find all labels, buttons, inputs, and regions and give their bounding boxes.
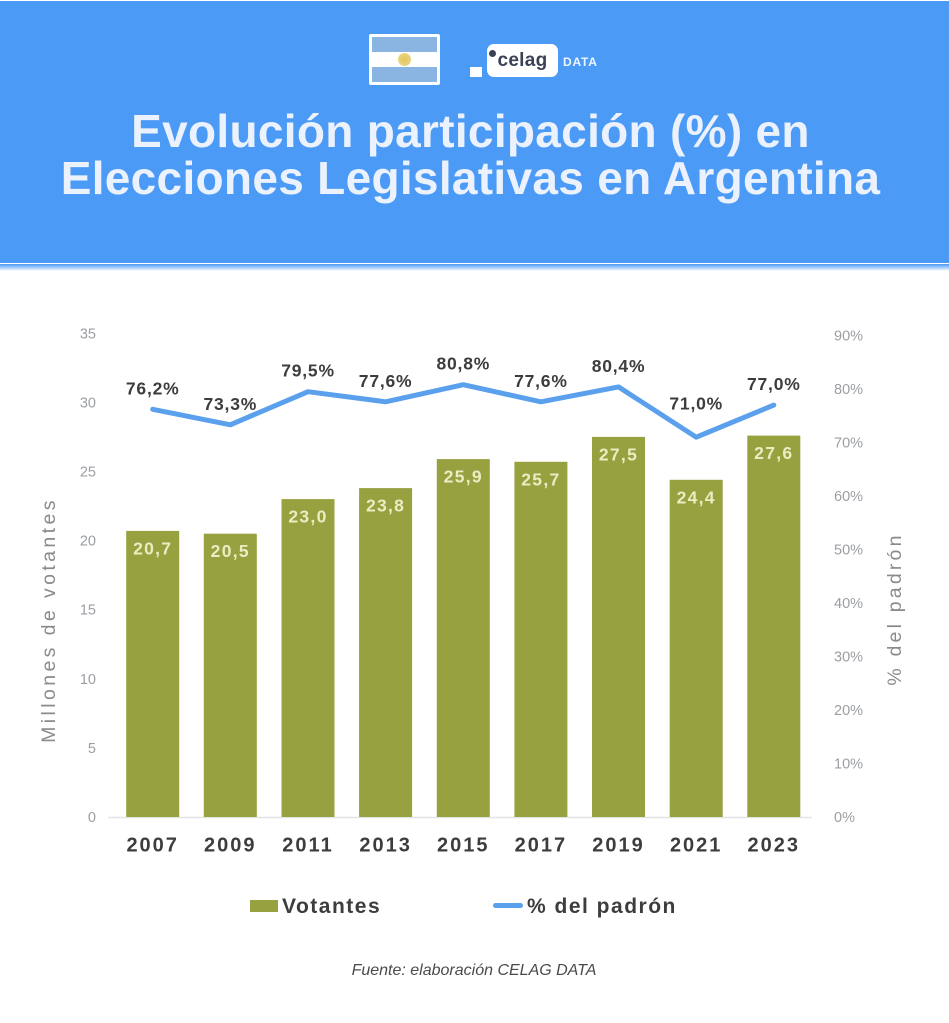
svg-text:90%: 90%: [834, 329, 863, 345]
svg-text:23,8: 23,8: [366, 496, 405, 516]
svg-text:20%: 20%: [834, 703, 863, 719]
svg-text:Fuente: elaboración CELAG DATA: Fuente: elaboración CELAG DATA: [352, 962, 597, 979]
svg-text:0: 0: [88, 810, 96, 826]
svg-text:2009: 2009: [204, 835, 257, 857]
svg-text:76,2%: 76,2%: [126, 378, 180, 398]
svg-text:40%: 40%: [834, 596, 863, 612]
svg-text:25: 25: [80, 465, 96, 481]
svg-text:23,0: 23,0: [288, 507, 327, 527]
svg-text:50%: 50%: [834, 543, 863, 559]
svg-text:% del padrón: % del padrón: [527, 895, 677, 918]
svg-text:2021: 2021: [670, 835, 723, 857]
svg-text:30: 30: [80, 395, 96, 411]
svg-text:30%: 30%: [834, 650, 863, 666]
svg-text:2013: 2013: [359, 835, 412, 857]
svg-text:77,6%: 77,6%: [359, 371, 413, 391]
svg-text:15: 15: [80, 603, 96, 619]
svg-text:2007: 2007: [126, 835, 179, 857]
svg-text:25,9: 25,9: [444, 467, 483, 487]
svg-text:2011: 2011: [282, 835, 333, 857]
svg-text:80,4%: 80,4%: [592, 356, 646, 376]
svg-text:77,0%: 77,0%: [747, 374, 801, 394]
svg-text:79,5%: 79,5%: [281, 361, 335, 381]
svg-text:5: 5: [88, 741, 96, 757]
svg-text:10%: 10%: [834, 757, 863, 773]
svg-text:20,5: 20,5: [211, 541, 250, 561]
svg-text:0%: 0%: [834, 810, 855, 826]
svg-text:10: 10: [80, 672, 96, 688]
svg-text:Millones de votantes: Millones de votantes: [38, 497, 60, 743]
svg-text:73,3%: 73,3%: [203, 394, 257, 414]
svg-text:2017: 2017: [515, 835, 568, 857]
svg-text:25,7: 25,7: [521, 469, 560, 489]
svg-text:60%: 60%: [834, 489, 863, 505]
svg-text:20: 20: [80, 534, 96, 550]
svg-text:2023: 2023: [748, 835, 801, 857]
svg-text:20,7: 20,7: [133, 538, 172, 558]
svg-text:2015: 2015: [437, 835, 490, 857]
svg-text:27,5: 27,5: [599, 444, 638, 464]
svg-text:Votantes: Votantes: [282, 895, 381, 918]
svg-text:70%: 70%: [834, 436, 863, 452]
svg-text:35: 35: [80, 326, 96, 342]
svg-text:% del padrón: % del padrón: [884, 532, 906, 685]
svg-text:71,0%: 71,0%: [669, 394, 723, 414]
svg-text:2019: 2019: [592, 835, 645, 857]
svg-text:24,4: 24,4: [677, 487, 716, 507]
svg-text:27,6: 27,6: [754, 443, 793, 463]
svg-text:77,6%: 77,6%: [514, 371, 568, 391]
svg-text:80%: 80%: [834, 382, 863, 398]
svg-text:80,8%: 80,8%: [436, 354, 490, 374]
